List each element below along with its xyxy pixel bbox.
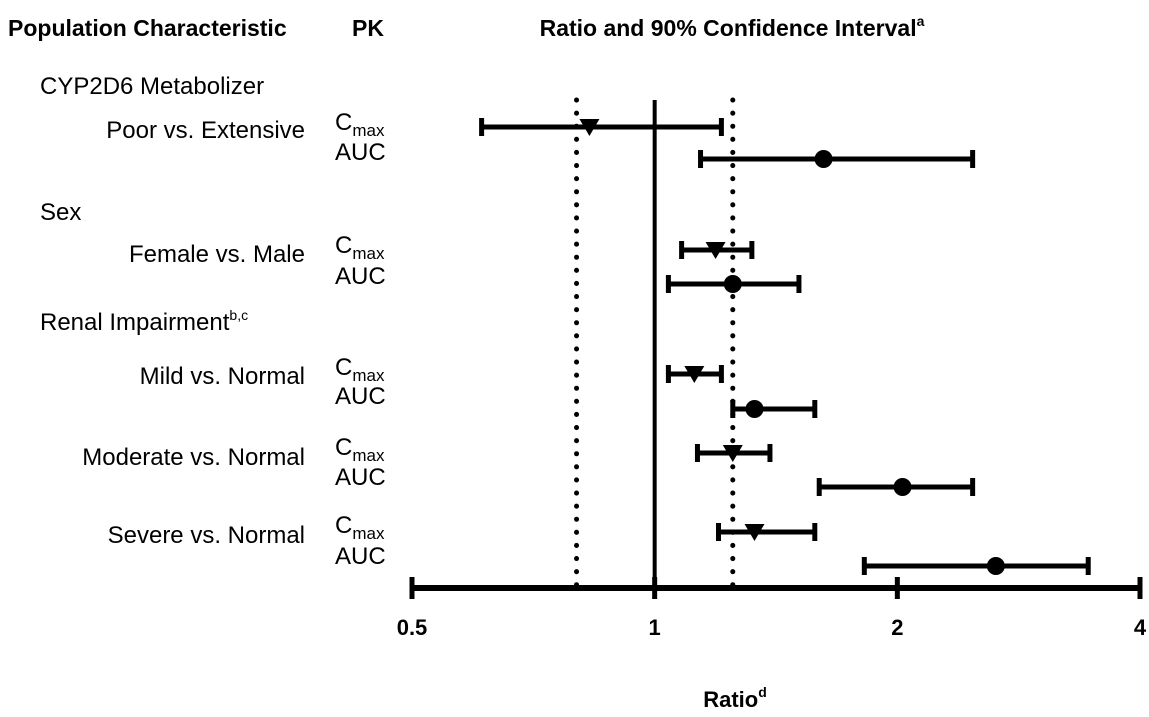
pk-label-subscript: max — [352, 446, 385, 465]
x-axis-title-text: Ratio — [703, 687, 758, 712]
group-label-renal: Renal Impairmentb,c — [40, 307, 248, 336]
pk-label-auc: AUC — [335, 139, 386, 166]
plot-area: 0.5 1 2 4 — [397, 97, 1147, 640]
pk-label-subscript: max — [352, 121, 385, 140]
point-circle-auc — [893, 478, 912, 496]
group-label-sex: Sex — [40, 199, 81, 226]
point-circle-auc — [814, 150, 833, 168]
ratio-ci-title: Ratio and 90% Confidence Intervala — [540, 13, 925, 41]
pk-label-subscript: max — [352, 366, 385, 385]
x-tick-label: 2 — [891, 615, 903, 640]
x-tick-label: 4 — [1134, 615, 1147, 640]
point-circle-auc — [723, 275, 742, 293]
pk-label-subscript: max — [352, 244, 385, 263]
pk-label-main: C — [335, 232, 352, 259]
comparison-label-severe-vs-normal: Severe vs. Normal — [108, 522, 305, 549]
pk-header: PK — [352, 15, 384, 41]
population-characteristic-header: Population Characteristic — [8, 15, 287, 41]
x-axis-title: Ratiod — [703, 684, 767, 712]
point-triangle-cmax — [579, 119, 600, 136]
pk-label-main: C — [335, 434, 352, 461]
group-label-renal-superscript: b,c — [229, 307, 248, 323]
pk-label-subscript: max — [352, 524, 385, 543]
group-label-cyp2d6: CYP2D6 Metabolizer — [40, 73, 264, 100]
pk-label-cmax: Cmax — [335, 354, 385, 385]
ratio-ci-title-superscript: a — [917, 13, 925, 29]
pk-label-auc: AUC — [335, 383, 386, 410]
group-label-renal-text: Renal Impairment — [40, 309, 230, 336]
pk-label-cmax: Cmax — [335, 512, 385, 543]
point-triangle-cmax — [744, 524, 765, 541]
x-axis-title-superscript: d — [758, 684, 767, 700]
point-triangle-cmax — [722, 445, 743, 462]
pk-label-auc: AUC — [335, 543, 386, 570]
point-triangle-cmax — [684, 366, 705, 383]
pk-label-auc: AUC — [335, 464, 386, 491]
x-tick-label: 0.5 — [397, 615, 428, 640]
point-circle-auc — [986, 557, 1005, 575]
pk-label-cmax: Cmax — [335, 109, 385, 140]
pk-label-cmax: Cmax — [335, 232, 385, 263]
comparison-label-poor-vs-extensive: Poor vs. Extensive — [106, 117, 305, 144]
pk-label-cmax: Cmax — [335, 434, 385, 465]
pk-label-main: C — [335, 109, 352, 136]
ratio-ci-title-text: Ratio and 90% Confidence Interval — [540, 15, 917, 41]
comparison-label-female-vs-male: Female vs. Male — [129, 241, 305, 268]
point-circle-auc — [745, 400, 764, 418]
pk-label-main: C — [335, 512, 352, 539]
pk-label-auc: AUC — [335, 263, 386, 290]
comparison-label-moderate-vs-normal: Moderate vs. Normal — [82, 444, 305, 471]
pk-label-main: C — [335, 354, 352, 381]
comparison-label-mild-vs-normal: Mild vs. Normal — [140, 363, 305, 390]
x-tick-label: 1 — [649, 615, 661, 640]
point-triangle-cmax — [705, 242, 726, 259]
